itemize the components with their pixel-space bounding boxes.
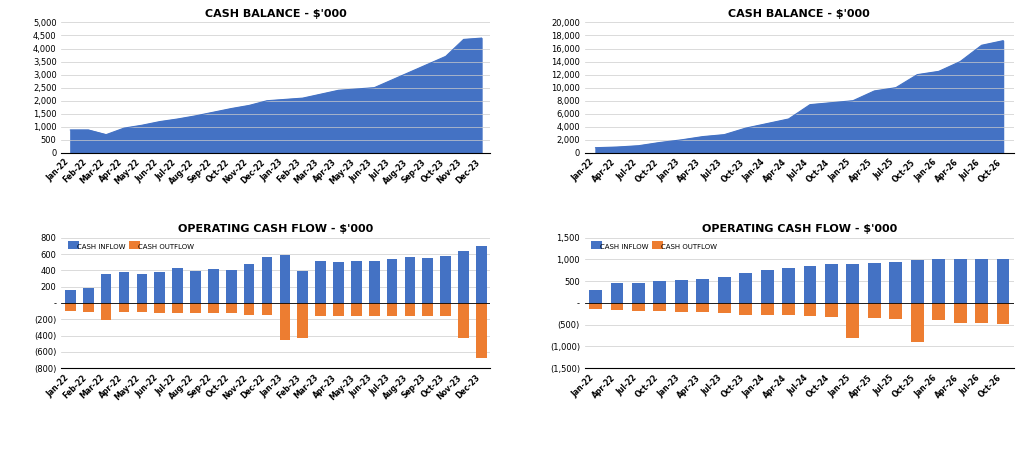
Bar <box>423 303 433 317</box>
Bar <box>369 260 380 303</box>
Bar <box>440 303 452 317</box>
Bar <box>297 303 308 338</box>
Bar <box>847 303 859 338</box>
Bar <box>890 262 902 303</box>
Bar <box>333 262 344 303</box>
Bar <box>333 303 344 316</box>
Bar <box>65 290 76 303</box>
Bar <box>910 303 924 342</box>
Bar <box>739 273 752 303</box>
Bar <box>244 303 255 315</box>
Bar <box>155 273 165 303</box>
Bar <box>172 269 183 303</box>
Bar <box>932 260 945 303</box>
Bar <box>351 303 361 316</box>
Bar <box>226 269 237 303</box>
Bar <box>761 303 773 315</box>
Bar <box>996 303 1010 324</box>
Bar <box>890 303 902 319</box>
Bar <box>653 281 667 303</box>
Bar <box>136 273 147 303</box>
Bar <box>315 303 326 316</box>
Bar <box>315 260 326 303</box>
Bar <box>83 303 93 312</box>
Bar <box>155 303 165 313</box>
Bar <box>696 278 710 303</box>
Bar <box>458 303 469 338</box>
Bar <box>610 303 624 310</box>
Bar <box>65 303 76 311</box>
Bar <box>83 288 93 303</box>
Bar <box>476 246 486 303</box>
Bar <box>369 303 380 317</box>
Legend: CASH INFLOW, CASH OUTFLOW: CASH INFLOW, CASH OUTFLOW <box>588 241 720 253</box>
Bar <box>100 303 112 320</box>
Bar <box>868 263 881 303</box>
Bar <box>953 303 967 322</box>
Title: CASH BALANCE - $'000: CASH BALANCE - $'000 <box>728 9 870 19</box>
Bar <box>675 280 688 303</box>
Bar <box>782 303 795 315</box>
Bar <box>190 303 201 313</box>
Title: CASH BALANCE - $'000: CASH BALANCE - $'000 <box>205 9 347 19</box>
Bar <box>404 257 416 303</box>
Bar <box>458 251 469 303</box>
Bar <box>910 260 924 303</box>
Bar <box>244 264 255 303</box>
Bar <box>953 259 967 303</box>
Bar <box>804 303 816 316</box>
Bar <box>423 258 433 303</box>
Bar <box>190 271 201 303</box>
Bar <box>696 303 710 312</box>
Bar <box>387 303 397 317</box>
Bar <box>610 283 624 303</box>
Bar <box>208 303 219 313</box>
Bar <box>632 283 645 303</box>
Title: OPERATING CASH FLOW - $'000: OPERATING CASH FLOW - $'000 <box>178 224 374 234</box>
Bar <box>718 303 731 313</box>
Bar <box>280 303 290 340</box>
Bar <box>825 303 838 317</box>
Bar <box>847 264 859 303</box>
Bar <box>975 259 988 303</box>
Bar <box>261 303 272 315</box>
Bar <box>739 303 752 315</box>
Bar <box>632 303 645 311</box>
Bar <box>119 273 129 303</box>
Bar <box>975 303 988 323</box>
Bar <box>297 271 308 303</box>
Bar <box>718 277 731 303</box>
Bar <box>226 303 237 313</box>
Bar <box>804 266 816 303</box>
Bar <box>932 303 945 320</box>
Bar <box>261 257 272 303</box>
Bar <box>996 259 1010 303</box>
Bar <box>119 303 129 313</box>
Bar <box>868 303 881 318</box>
Bar <box>208 269 219 303</box>
Bar <box>440 256 452 303</box>
Bar <box>136 303 147 313</box>
Bar <box>387 259 397 303</box>
Bar <box>476 303 486 358</box>
Bar <box>404 303 416 317</box>
Legend: CASH INFLOW, CASH OUTFLOW: CASH INFLOW, CASH OUTFLOW <box>65 241 197 253</box>
Bar <box>825 264 838 303</box>
Bar <box>100 274 112 303</box>
Bar <box>351 261 361 303</box>
Bar <box>589 290 602 303</box>
Bar <box>675 303 688 312</box>
Bar <box>589 303 602 308</box>
Bar <box>280 255 290 303</box>
Bar <box>172 303 183 313</box>
Title: OPERATING CASH FLOW - $'000: OPERATING CASH FLOW - $'000 <box>701 224 897 234</box>
Bar <box>782 268 795 303</box>
Bar <box>653 303 667 311</box>
Bar <box>761 270 773 303</box>
